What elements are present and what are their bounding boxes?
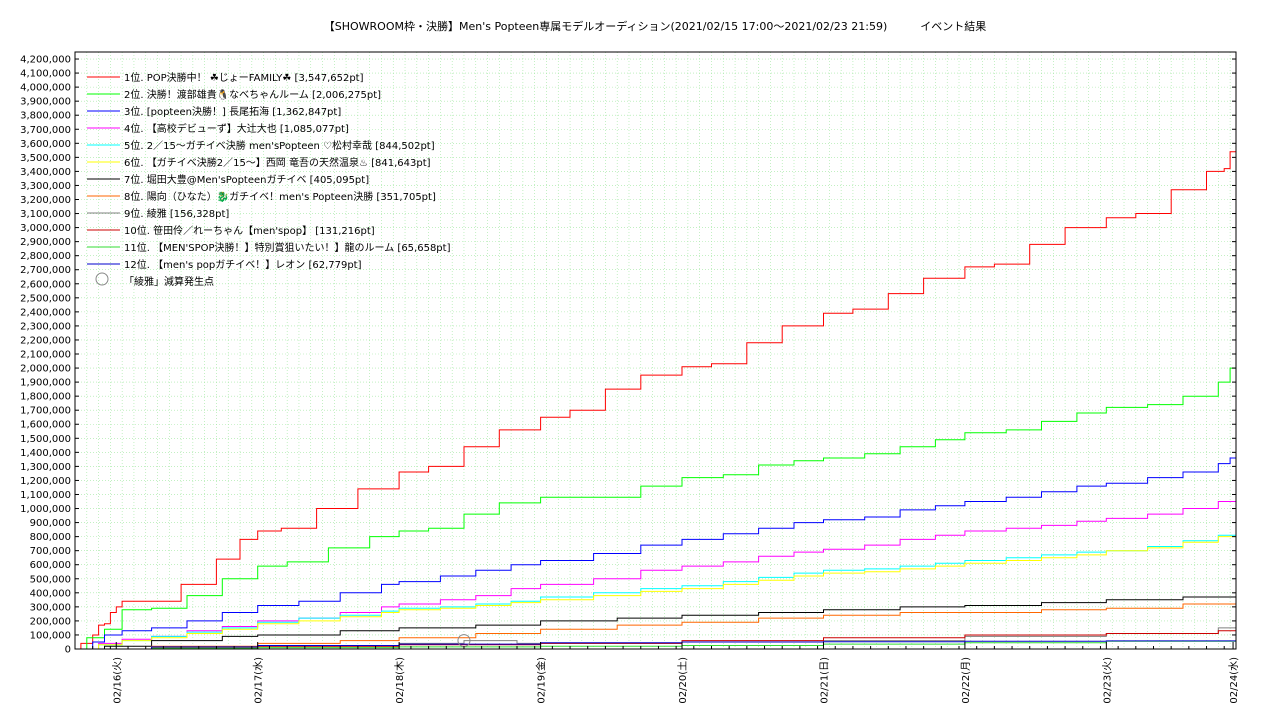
legend-entry-9: 9位. 綾雅 [156,328pt]: [124, 207, 229, 220]
legend-entry-2: 2位. 決勝！渡部雄貴🐧なべちゃんルーム [2,006,275pt]: [124, 88, 381, 101]
y-tick-label: 3,800,000: [20, 111, 71, 122]
legend-marker-symbol: [95, 272, 109, 286]
grid: [74, 52, 1236, 650]
series-line-8: [75, 599, 1237, 650]
y-tick-label: 600,000: [30, 560, 71, 571]
y-tick-label: 2,300,000: [20, 321, 71, 332]
legend: 1位. POP決勝中！ ☘じょーFAMILY☘ [3,547,652pt] 2位.…: [87, 71, 451, 288]
series-line-1: [75, 150, 1237, 650]
y-tick-label: 3,000,000: [20, 223, 71, 234]
x-tick-label: 02/21(日): [819, 657, 830, 704]
y-tick-label: 2,900,000: [20, 237, 71, 248]
x-tick-label: 02/20(土): [676, 657, 689, 704]
series-line-2: [75, 367, 1237, 650]
x-tick-label: 02/22(月): [960, 657, 972, 704]
legend-entry-12: 12位. 【men's popガチイベ！】レオン [62,779pt]: [124, 258, 362, 271]
y-axis: 0 100,000 200,000 300,000 400,000 500,000 600,…: [20, 55, 1236, 656]
y-tick-label: 1,200,000: [20, 476, 71, 487]
y-tick-label: 1,700,000: [20, 406, 71, 417]
series-line-5: [75, 530, 1237, 650]
y-tick-label: 200,000: [30, 616, 71, 627]
series-line-4: [75, 496, 1237, 650]
y-tick-label: 3,400,000: [20, 167, 71, 178]
legend-entry-4: 4位. 【高校デビューず】大辻大也 [1,085,077pt]: [124, 122, 349, 135]
x-tick-label: 02/19(金): [535, 657, 548, 704]
y-tick-label: 1,400,000: [20, 448, 71, 459]
legend-entry-10: 10位. 笹田伶／れーちゃん【men'spop】 [131,216pt]: [124, 224, 375, 237]
y-tick-label: 3,600,000: [20, 139, 71, 150]
y-tick-label: 1,800,000: [20, 392, 71, 403]
x-tick-label: 02/17(水): [253, 657, 265, 704]
y-tick-label: 1,000,000: [20, 504, 71, 515]
y-tick-label: 2,100,000: [20, 350, 71, 361]
plot-frame: [74, 51, 1237, 650]
y-tick-label: 2,700,000: [20, 265, 71, 276]
legend-entry-6: 6位. 【ガチイベ決勝2／15～】西岡 竜吾の天然温泉♨ [841,643pt]: [124, 156, 431, 169]
x-axis: 02/16(火) 02/17(水) 02/18(木) 02/19(金) 02/20(土)…: [74, 642, 1240, 704]
y-tick-label: 2,800,000: [20, 251, 71, 262]
y-tick-label: 3,700,000: [20, 125, 71, 136]
x-tick-label: 02/23(火): [1101, 657, 1113, 704]
y-tick-label: 2,600,000: [20, 279, 71, 290]
y-tick-label: 3,300,000: [20, 181, 71, 192]
y-tick-label: 500,000: [30, 574, 71, 585]
y-tick-label: 3,500,000: [20, 153, 71, 164]
chart-title: 【SHOWROOM枠・決勝】Men's Popteen専属モデルオーディション(…: [324, 19, 987, 33]
series-line-3: [75, 457, 1237, 650]
series-line-7: [75, 592, 1237, 650]
y-tick-label: 3,100,000: [20, 209, 71, 220]
y-tick-label: 3,900,000: [20, 97, 71, 108]
y-tick-label: 3,200,000: [20, 195, 71, 206]
legend-marker-label: 「綾雅」減算発生点: [124, 275, 214, 288]
y-tick-label: 2,400,000: [20, 307, 71, 318]
y-tick-label: 1,100,000: [20, 490, 71, 501]
x-tick-label: 02/16(火): [111, 657, 123, 704]
y-tick-label: 2,500,000: [20, 293, 71, 304]
legend-entry-5: 5位. 2／15～ガチイベ決勝 men'sPopteen ♡松村幸哉 [844,…: [124, 139, 435, 152]
y-tick-label: 900,000: [30, 518, 71, 529]
legend-entry-3: 3位. [popteen決勝！] 長尾拓海 [1,362,847pt]: [124, 105, 341, 118]
y-tick-label: 4,000,000: [20, 83, 71, 94]
x-tick-label: 02/18(木): [394, 657, 406, 704]
y-tick-label: 0: [65, 645, 71, 656]
y-tick-label: 1,900,000: [20, 378, 71, 389]
y-tick-label: 1,600,000: [20, 420, 71, 431]
legend-entry-8: 8位. 陽向（ひなた）🐉ガチイベ！men's Popteen決勝 [351,70…: [124, 190, 436, 203]
y-tick-label: 400,000: [30, 588, 71, 599]
series-line-6: [75, 530, 1237, 650]
legend-entry-11: 11位. 【MEN'SPOP決勝！】特別賞狙いたい！】龍のルーム [65,658…: [124, 241, 451, 254]
y-tick-label: 100,000: [30, 630, 71, 641]
y-tick-label: 4,100,000: [20, 69, 71, 80]
legend-entry-1: 1位. POP決勝中！ ☘じょーFAMILY☘ [3,547,652pt]: [124, 71, 364, 84]
y-tick-label: 1,300,000: [20, 462, 71, 473]
y-tick-label: 2,200,000: [20, 335, 71, 346]
legend-entry-7: 7位. 堀田大豊@Men'sPopteenガチイベ [405,095pt]: [124, 173, 369, 186]
y-tick-label: 300,000: [30, 602, 71, 613]
y-tick-label: 800,000: [30, 532, 71, 543]
y-tick-label: 4,200,000: [20, 55, 71, 66]
x-tick-label: 02/24(水): [1228, 657, 1240, 704]
y-tick-label: 2,000,000: [20, 364, 71, 375]
y-tick-label: 1,500,000: [20, 434, 71, 445]
y-tick-label: 700,000: [30, 546, 71, 557]
